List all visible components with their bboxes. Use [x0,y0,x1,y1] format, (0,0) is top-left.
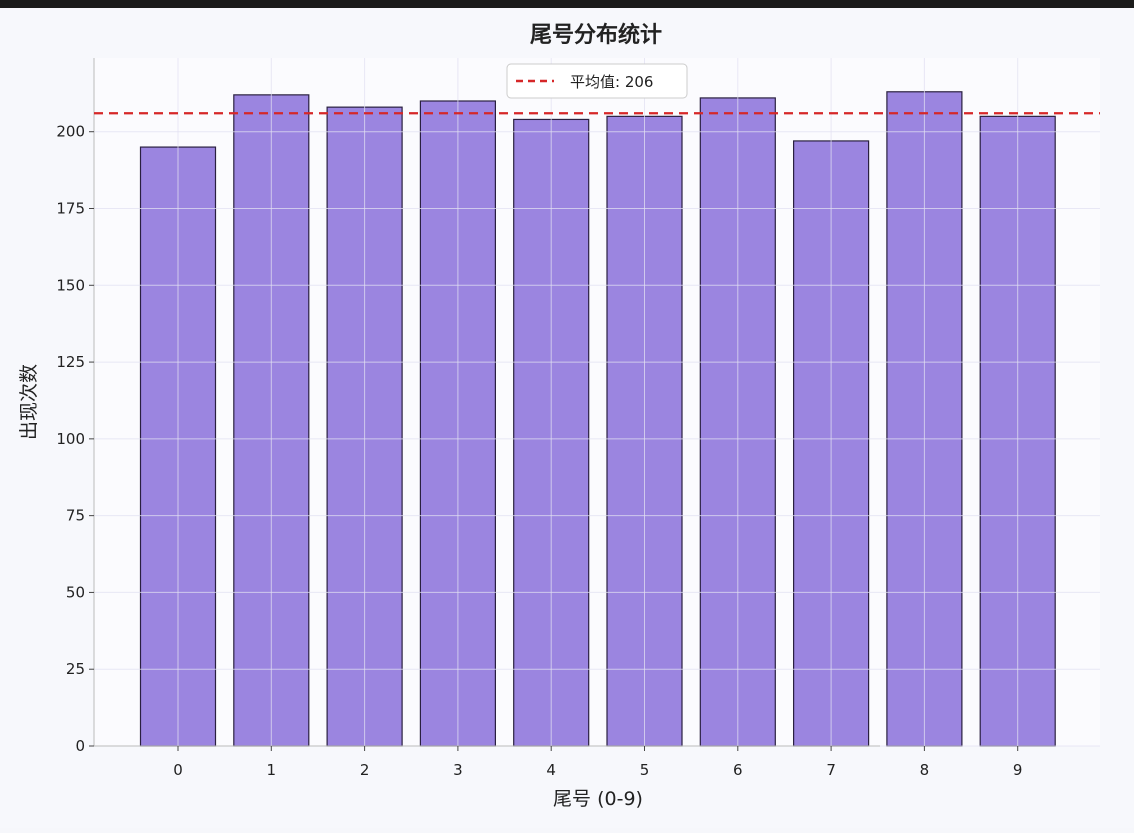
legend-label: 平均值: 206 [570,73,653,91]
x-tick-label-0: 0 [173,761,183,779]
x-axis-ticks: 0 1 2 3 4 5 6 7 8 9 [173,746,1022,779]
y-tick-label-125: 125 [56,353,85,371]
x-tick-label-4: 4 [546,761,556,779]
y-tick-label-0: 0 [75,737,85,755]
x-tick-label-1: 1 [267,761,277,779]
axes [93,58,880,747]
top-strip [0,0,1134,8]
y-tick-label-75: 75 [66,507,85,525]
x-tick-label-8: 8 [920,761,930,779]
y-axis-ticks: 0 25 50 75 100 125 150 175 200 [56,123,94,755]
x-tick-label-6: 6 [733,761,743,779]
bar-chart: 尾号分布统计 0 25 50 75 100 125 150 175 200 0 1 2 3 4 5 6 7 8 9… [18,22,1100,810]
y-tick-label-50: 50 [66,583,85,601]
y-tick-label-150: 150 [56,276,85,294]
y-tick-label-175: 175 [56,200,85,218]
y-tick-label-200: 200 [56,123,85,141]
y-tick-label-100: 100 [56,430,85,448]
legend: 平均值: 206 [506,63,688,99]
x-axis-label: 尾号 (0-9) [553,788,643,810]
y-axis-label: 出现次数 [18,364,40,440]
x-tick-label-5: 5 [640,761,650,779]
figure: 尾号分布统计 0 25 50 75 100 125 150 175 200 0 1 2 3 4 5 6 7 8 9… [0,8,1134,828]
y-tick-label-25: 25 [66,660,85,678]
chart-title: 尾号分布统计 [530,22,662,48]
legend-box [506,63,688,99]
x-tick-label-2: 2 [360,761,370,779]
x-tick-label-9: 9 [1013,761,1023,779]
x-tick-label-7: 7 [826,761,836,779]
x-tick-label-3: 3 [453,761,463,779]
